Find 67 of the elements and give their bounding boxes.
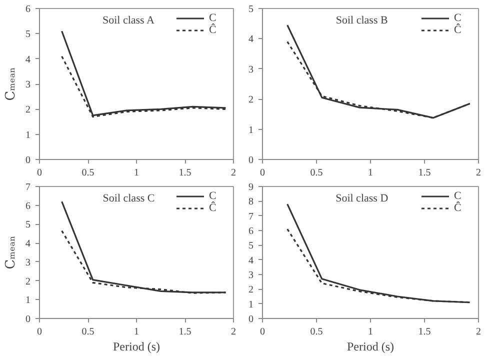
x-tick-label: 2 <box>231 326 236 338</box>
x-axis-title: Period (s) <box>347 340 394 354</box>
annotation: Soil class B <box>336 14 388 26</box>
y-tick-label: 6 <box>26 4 30 15</box>
x-tick-label: 1 <box>134 168 139 178</box>
x-tick-label: 1 <box>134 326 139 338</box>
legend-label: Ĉ <box>454 24 462 36</box>
y-tick-label: 1 <box>248 299 254 310</box>
y-tick-label: 3 <box>248 64 254 76</box>
y-tick-label: 8 <box>248 196 254 208</box>
y-tick-label: 2 <box>26 104 30 116</box>
x-tick-label: 1 <box>368 168 373 178</box>
y-tick-label: 9 <box>248 182 254 193</box>
annotation: Soil class D <box>336 192 388 204</box>
y-tick-label: 1 <box>248 124 254 136</box>
y-tick-label: 2 <box>26 276 30 288</box>
y-axis-title: Cₘₑₐₙ <box>4 67 18 101</box>
x-tick-label: 0.5 <box>310 168 323 178</box>
y-tick-label: 3 <box>26 80 30 90</box>
legend-label: C <box>209 12 218 24</box>
y-tick-label: 3 <box>26 257 30 268</box>
x-tick-label: 1.5 <box>418 168 431 178</box>
y-tick-label: 0 <box>26 314 30 325</box>
y-tick-label: 3 <box>248 270 254 281</box>
y-tick-label: 2 <box>248 284 254 296</box>
y-tick-label: 0 <box>248 314 254 325</box>
y-tick-label: 6 <box>248 226 254 237</box>
y-tick-label: 1 <box>26 295 30 306</box>
annotation: Soil class A <box>102 14 154 26</box>
y-tick-label: 4 <box>248 34 254 46</box>
y-tick-label: 4 <box>26 238 30 250</box>
x-tick-label: 0 <box>260 168 265 178</box>
legend-label: Ĉ <box>209 24 218 36</box>
x-tick-label: 1 <box>368 326 373 338</box>
y-tick-label: 0 <box>26 155 30 166</box>
y-tick-label: 1 <box>26 130 30 141</box>
x-tick-label: 2 <box>476 326 481 338</box>
x-tick-label: 1.5 <box>178 326 192 338</box>
x-tick-label: 2 <box>231 168 236 178</box>
legend-label: Ĉ <box>454 202 462 214</box>
x-tick-label: 0 <box>37 326 42 338</box>
x-tick-label: 1.5 <box>178 168 192 178</box>
legend-label: Ĉ <box>209 202 218 214</box>
y-tick-label: 4 <box>26 54 30 66</box>
y-tick-label: 5 <box>248 240 254 252</box>
y-tick-label: 5 <box>26 220 30 231</box>
y-tick-label: 7 <box>26 182 30 193</box>
x-tick-label: 0.5 <box>82 168 94 178</box>
x-tick-label: 0.5 <box>82 326 94 338</box>
legend-label: C <box>454 190 462 202</box>
x-tick-label: 1.5 <box>418 326 431 338</box>
y-tick-label: 0 <box>248 155 254 166</box>
y-tick-label: 2 <box>248 94 254 106</box>
y-tick-label: 5 <box>248 4 254 15</box>
legend-label: C <box>454 12 462 24</box>
legend-label: C <box>209 190 218 202</box>
x-axis-title: Period (s) <box>113 340 160 354</box>
y-tick-label: 5 <box>26 29 30 40</box>
y-tick-label: 4 <box>248 255 254 266</box>
x-tick-label: 0 <box>260 326 265 338</box>
y-tick-label: 7 <box>248 211 254 222</box>
y-axis-title: Cₘₑₐₙ <box>4 236 18 270</box>
annotation: Soil class C <box>102 192 155 204</box>
y-tick-label: 6 <box>26 200 30 212</box>
x-tick-label: 0.5 <box>310 326 323 338</box>
x-tick-label: 0 <box>37 168 42 178</box>
x-tick-label: 2 <box>476 168 481 178</box>
